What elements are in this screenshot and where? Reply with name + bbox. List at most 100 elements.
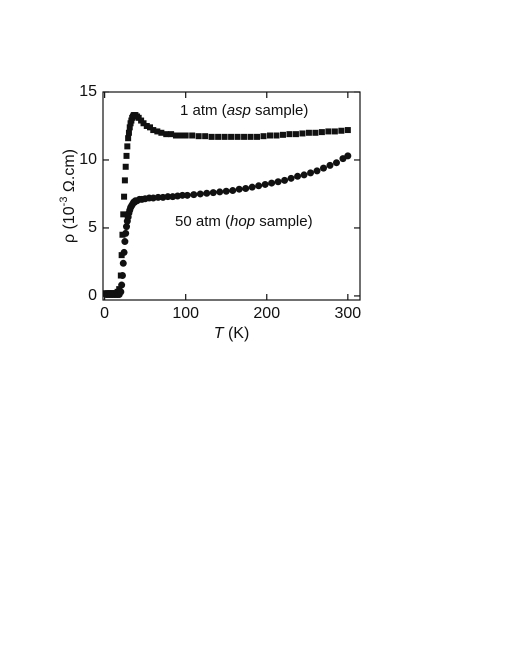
data-point (122, 163, 129, 170)
data-point (172, 132, 179, 139)
x-tick-label: 100 (172, 305, 199, 322)
data-point (247, 133, 254, 140)
data-point (260, 133, 267, 140)
y-label-exponent: -3 (58, 197, 70, 207)
data-point (325, 128, 332, 135)
data-point (189, 132, 196, 139)
data-point (255, 182, 263, 190)
y-axis-label: ρ (10-3 Ω.cm) (58, 149, 78, 243)
data-point (221, 133, 228, 140)
data-point (118, 252, 125, 259)
data-point (331, 128, 338, 135)
annotation-part: asp (227, 102, 251, 119)
annotation-part: sample) (251, 102, 309, 119)
data-point (177, 132, 184, 139)
y-label-part: ρ (10 (61, 206, 78, 243)
data-point (286, 131, 293, 138)
data-point (222, 187, 230, 195)
data-point (119, 231, 126, 238)
plot-frame (102, 91, 361, 301)
data-point (126, 124, 133, 131)
data-point (121, 177, 128, 184)
x-label-symbol: T (214, 325, 225, 342)
data-point (117, 288, 125, 296)
data-point (338, 127, 345, 134)
data-point (123, 223, 131, 231)
data-point (273, 132, 280, 139)
data-point (196, 190, 204, 198)
data-point (305, 129, 312, 136)
data-point (147, 124, 154, 131)
data-point (228, 133, 235, 140)
data-point (229, 187, 237, 195)
annotation: 50 atm (hop sample) (175, 213, 313, 230)
x-axis-label: T (K) (214, 325, 250, 342)
data-point (154, 128, 161, 135)
annotation-part: sample) (255, 213, 313, 230)
data-point (320, 164, 328, 172)
data-point (150, 127, 157, 134)
data-point (279, 131, 286, 138)
x-tick-label: 0 (100, 305, 109, 322)
data-point (209, 189, 217, 197)
data-point (143, 122, 150, 129)
data-point (168, 131, 175, 138)
data-point (158, 129, 165, 136)
data-point (119, 259, 127, 267)
y-tick-label: 10 (79, 151, 97, 168)
data-point (120, 211, 127, 218)
data-point (332, 159, 340, 167)
annotation: 1 atm (asp sample) (180, 102, 308, 119)
data-point (190, 191, 198, 199)
data-point (292, 131, 299, 138)
data-point (307, 169, 315, 177)
data-point (118, 272, 126, 280)
data-point (203, 189, 211, 197)
data-point (318, 129, 325, 136)
data-point (287, 174, 295, 182)
data-point (183, 191, 191, 199)
data-point (248, 183, 256, 191)
data-point (344, 152, 352, 160)
y-tick-label: 0 (88, 287, 97, 304)
data-point (154, 193, 162, 201)
data-point (274, 178, 282, 186)
data-point (254, 133, 261, 140)
data-point (125, 129, 132, 136)
data-point (299, 130, 306, 137)
data-point (163, 131, 170, 138)
data-point (121, 193, 128, 200)
data-point (242, 185, 250, 193)
data-point (123, 152, 130, 159)
data-point (300, 171, 308, 179)
data-point (313, 167, 321, 175)
data-point (267, 132, 274, 139)
data-point (202, 133, 209, 140)
data-point (215, 133, 222, 140)
y-tick-label: 5 (88, 219, 97, 236)
data-point (164, 193, 172, 201)
data-point (122, 229, 130, 237)
data-point (234, 133, 241, 140)
annotation-part: 1 atm ( (180, 102, 227, 119)
y-tick-label: 15 (79, 83, 97, 100)
data-point (118, 281, 126, 289)
data-point (125, 135, 132, 142)
data-point (261, 180, 269, 188)
data-point (344, 127, 351, 134)
y-label-part: Ω.cm) (61, 149, 78, 197)
data-point (195, 133, 202, 140)
data-point (268, 179, 276, 187)
data-point (312, 129, 319, 136)
data-point (124, 143, 131, 150)
annotation-part: hop (230, 213, 255, 230)
data-point (281, 176, 289, 184)
x-label-unit: (K) (224, 325, 250, 342)
data-point (182, 132, 189, 139)
data-point (121, 238, 129, 246)
data-point (241, 133, 248, 140)
data-point (216, 188, 224, 196)
data-point (178, 191, 186, 199)
data-point (326, 161, 334, 169)
